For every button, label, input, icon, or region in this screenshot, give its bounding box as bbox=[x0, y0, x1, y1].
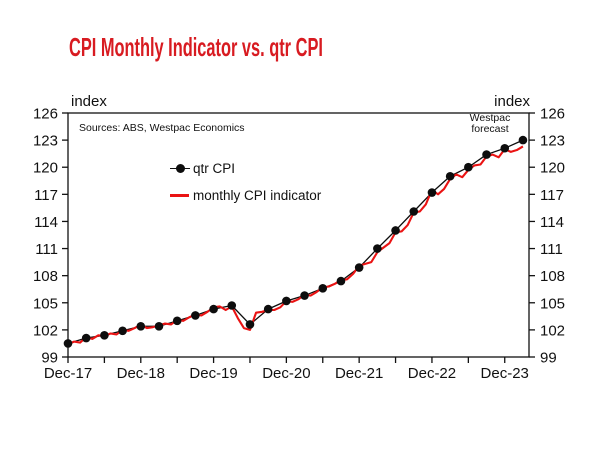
forecast-annotation-line2: forecast bbox=[471, 123, 509, 135]
qtr-cpi-dot bbox=[518, 135, 528, 145]
y-axis-tick-label-left: 123 bbox=[33, 133, 58, 150]
qtr-cpi-dot bbox=[464, 162, 473, 172]
qtr-cpi-dot bbox=[245, 320, 255, 329]
qtr-cpi-dot bbox=[354, 263, 364, 272]
qtr-cpi-dot bbox=[191, 311, 200, 320]
qtr-cpi-dot bbox=[336, 276, 346, 286]
chart-legend: qtr CPI monthly CPI indicator bbox=[170, 155, 321, 209]
qtr-cpi-marker-icon bbox=[170, 164, 190, 173]
qtr-cpi-dot bbox=[100, 331, 109, 340]
legend-item-qtr-cpi: qtr CPI bbox=[170, 155, 321, 182]
qtr-cpi-dot bbox=[427, 188, 437, 197]
chart-title: CPI Monthly Indicator vs. qtr CPI bbox=[69, 32, 323, 62]
y-axis-tick-label-right: 114 bbox=[540, 214, 564, 231]
qtr-cpi-dot bbox=[282, 296, 291, 306]
x-axis-tick-label: Dec-17 bbox=[44, 365, 92, 382]
plot-frame bbox=[67, 112, 530, 358]
y-axis-tick-label-left: 114 bbox=[34, 214, 58, 231]
source-note: Sources: ABS, Westpac Economics bbox=[79, 122, 245, 134]
y-axis-tick-label-right: 117 bbox=[540, 187, 564, 204]
y-axis-tick-label-left: 117 bbox=[34, 187, 58, 204]
y-axis-tick-label-right: 105 bbox=[540, 295, 565, 312]
qtr-cpi-dot bbox=[154, 321, 164, 331]
qtr-cpi-dot bbox=[500, 143, 510, 153]
y-axis-tick-label-right: 99 bbox=[540, 350, 557, 367]
x-axis-tick-label: Dec-20 bbox=[262, 365, 310, 382]
qtr-cpi-dot bbox=[409, 207, 419, 216]
y-axis-tick-label-left: 102 bbox=[33, 322, 58, 339]
qtr-cpi-dot bbox=[172, 316, 182, 326]
qtr-cpi-dot bbox=[391, 226, 400, 235]
qtr-cpi-dot bbox=[318, 284, 328, 293]
y-axis-tick-label-left: 105 bbox=[33, 295, 58, 312]
y-axis-tick-label-right: 102 bbox=[540, 322, 565, 339]
qtr-cpi-dot bbox=[300, 291, 309, 300]
y-axis-tick-label-right: 120 bbox=[540, 160, 565, 177]
legend-black-dot-icon bbox=[175, 164, 185, 173]
y-axis-tick-label-right: 126 bbox=[540, 106, 565, 123]
monthly-cpi-line-icon bbox=[170, 194, 189, 197]
y-axis-tick-label-left: 126 bbox=[33, 106, 58, 123]
y-axis-tick-label-left: 99 bbox=[41, 350, 58, 367]
forecast-annotation: Westpac forecast bbox=[452, 113, 528, 135]
qtr-cpi-dot bbox=[81, 333, 91, 343]
qtr-cpi-dot bbox=[445, 171, 455, 181]
x-axis-tick-label: Dec-19 bbox=[189, 365, 237, 382]
qtr-cpi-dot bbox=[209, 304, 218, 314]
forecast-annotation-line1: Westpac bbox=[469, 112, 511, 124]
y-axis-tick-label-right: 108 bbox=[540, 268, 565, 285]
legend-label-qtr-cpi: qtr CPI bbox=[193, 161, 236, 176]
qtr-cpi-dot bbox=[373, 244, 382, 253]
y-axis-tick-label-left: 108 bbox=[33, 268, 58, 285]
legend-label-monthly-cpi: monthly CPI indicator bbox=[193, 188, 322, 203]
qtr-cpi-dot bbox=[482, 150, 491, 159]
y-axis-tick-label-left: 120 bbox=[33, 160, 58, 177]
y-axis-unit-label-right: index bbox=[494, 93, 530, 110]
qtr-cpi-dot bbox=[118, 326, 127, 336]
qtr-cpi-dot bbox=[263, 304, 273, 314]
x-axis-tick-label: Dec-23 bbox=[481, 365, 529, 382]
y-axis-tick-label-left: 111 bbox=[35, 241, 58, 258]
y-axis-unit-label-left: index bbox=[71, 93, 107, 110]
qtr-cpi-dot bbox=[227, 301, 237, 310]
qtr-cpi-dot bbox=[63, 339, 73, 348]
qtr-cpi-dot bbox=[136, 321, 146, 331]
legend-item-monthly-cpi: monthly CPI indicator bbox=[170, 182, 321, 209]
y-axis-tick-label-right: 111 bbox=[540, 241, 563, 258]
x-axis-tick-label: Dec-21 bbox=[335, 365, 383, 382]
x-axis-tick-label: Dec-18 bbox=[117, 365, 165, 382]
x-axis-tick-label: Dec-22 bbox=[408, 365, 456, 382]
y-axis-tick-label-right: 123 bbox=[540, 133, 565, 150]
